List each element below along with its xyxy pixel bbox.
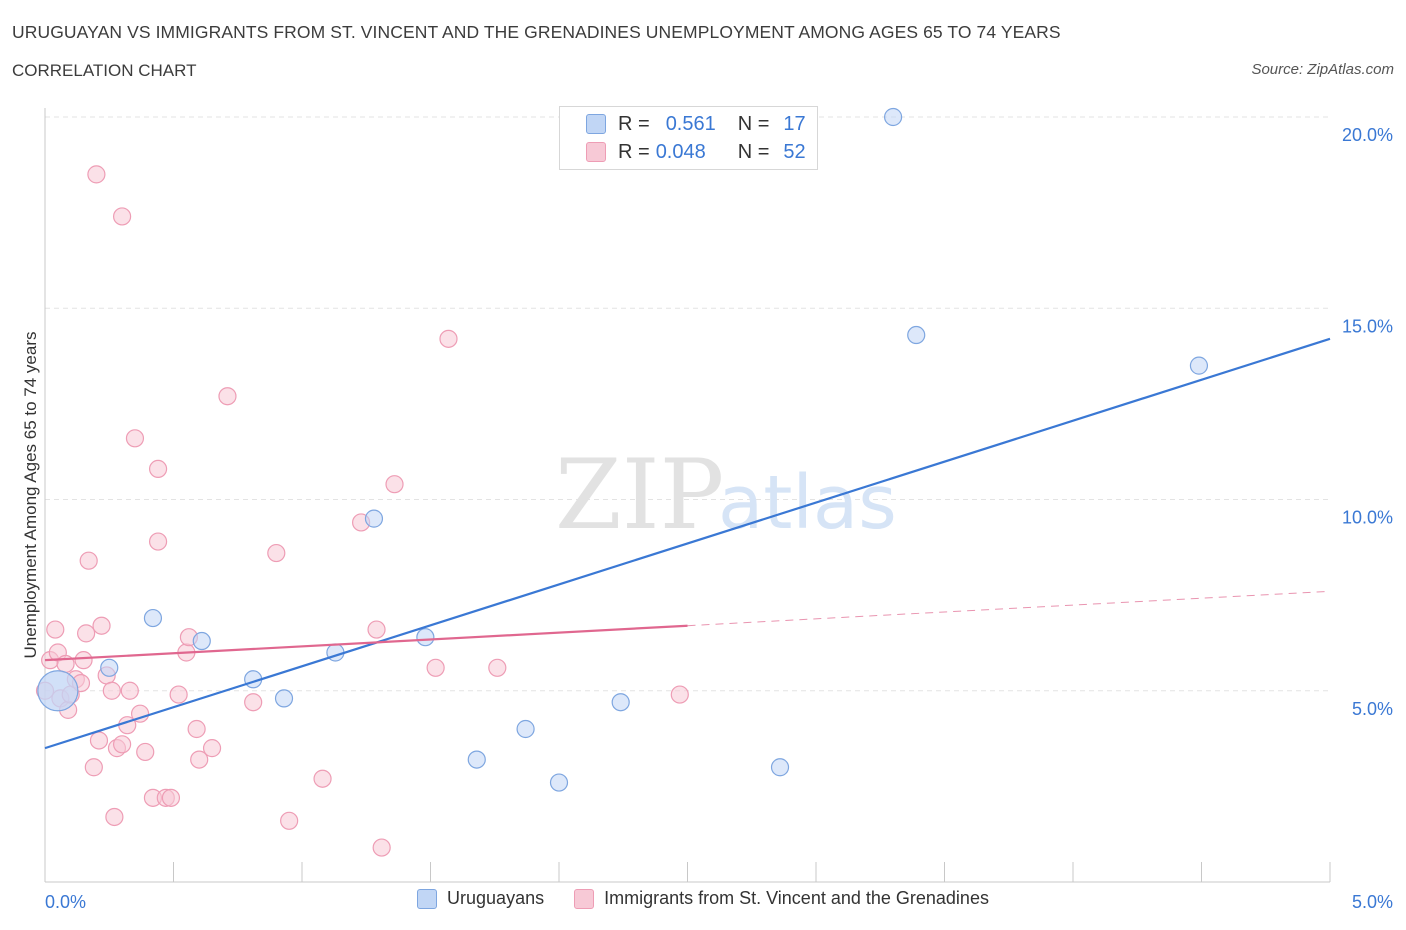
point-uruguayans bbox=[907, 325, 926, 345]
stats-row-uruguayans: R = 0.561 N = 17 bbox=[586, 111, 806, 137]
point-immigrants bbox=[202, 739, 222, 758]
x-tick-label: 5.0% bbox=[1352, 892, 1393, 912]
stats-legend-box: R = 0.561 N = 17 R = 0.048 N = 52 bbox=[559, 106, 818, 170]
y-tick-label: 5.0% bbox=[1352, 699, 1393, 719]
point-immigrants bbox=[79, 551, 98, 570]
point-immigrants bbox=[120, 681, 139, 700]
point-uruguayans bbox=[37, 670, 79, 712]
y-tick-label: 15.0% bbox=[1342, 316, 1393, 336]
point-uruguayans bbox=[100, 658, 119, 677]
point-immigrants bbox=[267, 543, 286, 563]
point-immigrants bbox=[385, 475, 404, 494]
point-uruguayans bbox=[416, 628, 435, 647]
r-label: R = bbox=[618, 140, 650, 163]
legend-swatch-blue bbox=[417, 888, 438, 909]
point-immigrants bbox=[77, 624, 96, 643]
point-uruguayans bbox=[516, 719, 535, 739]
point-uruguayans bbox=[274, 689, 294, 708]
point-immigrants bbox=[367, 620, 386, 639]
point-uruguayans bbox=[192, 631, 211, 651]
point-immigrants bbox=[148, 532, 168, 551]
y-tick-label: 20.0% bbox=[1342, 125, 1393, 145]
bottom-legend: Uruguayans Immigrants from St. Vincent a… bbox=[0, 888, 1406, 909]
stats-swatch-pink bbox=[586, 142, 606, 162]
point-immigrants bbox=[148, 459, 168, 478]
point-immigrants bbox=[130, 704, 150, 723]
n-label: N = bbox=[737, 112, 770, 135]
watermark-atlas: atlas bbox=[718, 460, 897, 546]
point-immigrants bbox=[112, 207, 132, 226]
legend-label-uruguayans: Uruguayans bbox=[447, 888, 545, 908]
point-uruguayans bbox=[364, 509, 384, 528]
legend-item-immigrants[interactable]: Immigrants from St. Vincent and the Gren… bbox=[574, 888, 989, 909]
y-tick-label: 10.0% bbox=[1342, 508, 1393, 528]
data-points bbox=[35, 107, 1209, 857]
point-immigrants bbox=[313, 769, 332, 788]
r-value: 0.561 bbox=[665, 112, 716, 135]
legend-swatch-pink bbox=[574, 888, 595, 909]
point-immigrants bbox=[372, 838, 391, 857]
watermark: ZIP atlas bbox=[555, 439, 897, 551]
r-value: 0.048 bbox=[655, 140, 706, 163]
n-label: N = bbox=[737, 140, 770, 163]
point-uruguayans bbox=[467, 750, 486, 769]
point-uruguayans bbox=[549, 773, 569, 792]
point-immigrants bbox=[102, 681, 121, 700]
trend-line-immigrants-extension bbox=[687, 590, 1331, 627]
y-axis-label: Unemployment Among Ages 65 to 74 years bbox=[21, 332, 40, 659]
legend-label-immigrants: Immigrants from St. Vincent and the Gren… bbox=[604, 888, 989, 908]
trend-line-immigrants bbox=[44, 624, 688, 662]
point-immigrants bbox=[125, 429, 145, 448]
point-immigrants bbox=[136, 742, 155, 762]
x-tick-label: 0.0% bbox=[45, 892, 86, 912]
point-immigrants bbox=[670, 685, 689, 704]
point-immigrants bbox=[89, 731, 109, 750]
point-immigrants bbox=[426, 658, 445, 677]
point-immigrants bbox=[169, 685, 188, 704]
n-value: 17 bbox=[783, 112, 806, 135]
tick-labels: 5.0% 10.0% 15.0% 20.0% 0.0% 5.0% bbox=[45, 125, 1393, 912]
point-uruguayans bbox=[143, 608, 163, 628]
point-immigrants bbox=[84, 758, 103, 777]
point-immigrants bbox=[92, 616, 111, 635]
stats-swatch-blue bbox=[586, 114, 606, 134]
legend-item-uruguayans[interactable]: Uruguayans bbox=[417, 888, 544, 909]
chart-subtitle: CORRELATION CHART bbox=[12, 61, 197, 80]
point-uruguayans bbox=[883, 107, 903, 127]
trend-lines bbox=[44, 337, 1331, 750]
stats-row-immigrants: R = 0.048 N = 52 bbox=[586, 139, 806, 165]
point-immigrants bbox=[46, 620, 65, 639]
source-label: Source: ZipAtlas.com bbox=[1251, 61, 1394, 78]
point-immigrants bbox=[218, 387, 237, 406]
point-immigrants bbox=[112, 735, 132, 754]
r-label: R = bbox=[618, 112, 650, 135]
n-value: 52 bbox=[783, 140, 806, 163]
trend-line-uruguayans bbox=[44, 337, 1331, 750]
point-immigrants bbox=[439, 329, 458, 348]
point-uruguayans bbox=[1189, 356, 1209, 375]
point-immigrants bbox=[105, 807, 124, 827]
point-immigrants bbox=[488, 658, 507, 677]
chart-title: URUGUAYAN VS IMMIGRANTS FROM ST. VINCENT… bbox=[12, 22, 1061, 42]
point-immigrants bbox=[244, 693, 263, 712]
watermark-zip: ZIP bbox=[555, 439, 724, 551]
point-immigrants bbox=[190, 750, 209, 769]
grid-lines bbox=[45, 116, 1330, 692]
point-uruguayans bbox=[770, 758, 790, 777]
point-immigrants bbox=[74, 651, 93, 670]
point-immigrants bbox=[161, 788, 181, 807]
axes bbox=[44, 108, 1331, 883]
point-immigrants bbox=[280, 811, 299, 830]
point-immigrants bbox=[87, 165, 106, 184]
point-immigrants bbox=[187, 719, 206, 739]
point-uruguayans bbox=[611, 693, 630, 712]
